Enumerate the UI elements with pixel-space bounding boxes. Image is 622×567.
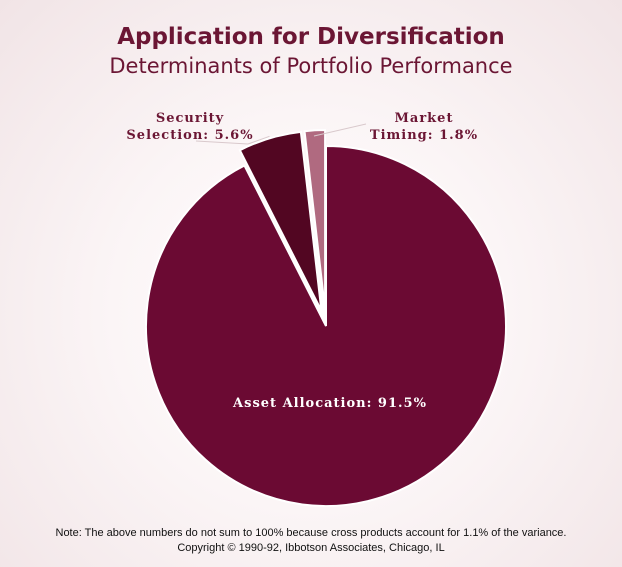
chart-title: Application for Diversification <box>117 24 505 50</box>
chart-subtitle: Determinants of Portfolio Performance <box>109 54 513 78</box>
footnote-note: Note: The above numbers do not sum to 10… <box>55 527 567 539</box>
footnote-copyright: Copyright © 1990-92, Ibbotson Associates… <box>177 542 445 554</box>
label-market-timing-line2: Timing: 1.8% <box>370 128 478 143</box>
slice-security-selection <box>238 130 323 312</box>
label-security-selection-line1: Security <box>156 111 224 126</box>
label-market-timing-line1: Market <box>395 111 454 126</box>
leader-market-timing <box>313 123 367 137</box>
label-asset-allocation: Asset Allocation: 91.5% <box>232 396 427 411</box>
leader-security-selection-end <box>247 135 270 145</box>
slice-market-timing <box>303 129 327 311</box>
slice-asset-allocation <box>145 144 507 507</box>
label-security-selection-line2: Selection: 5.6% <box>126 128 253 143</box>
leader-security-selection <box>195 140 249 145</box>
